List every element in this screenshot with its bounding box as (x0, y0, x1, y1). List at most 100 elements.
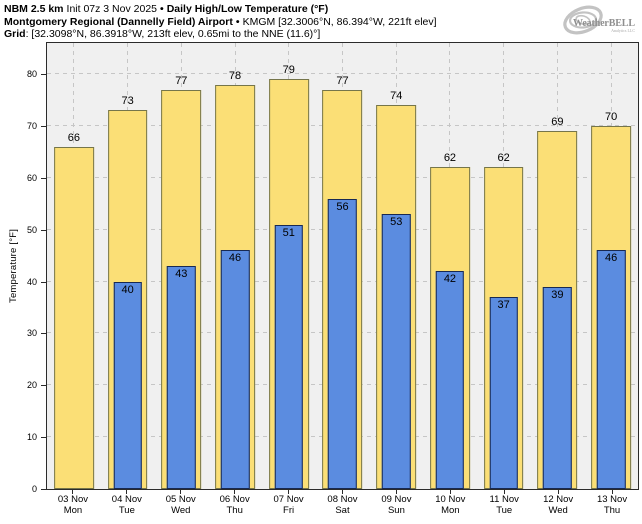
y-tick-mark (41, 125, 46, 127)
y-tick-mark (41, 437, 46, 439)
x-tick-date: 08 Nov (327, 494, 358, 505)
x-tick-mark (126, 490, 128, 494)
plot-area: 66 73 40 77 43 78 46 79 51 77 56 74 53 62 42 62 37 69 39 70… (46, 42, 639, 490)
high-value-label: 79 (282, 64, 295, 77)
weatherbell-logo: WeatherBELL Analytics LLC (563, 5, 635, 35)
y-tick-label: 0 (31, 484, 37, 494)
x-tick-label: 07 Nov Fri (262, 494, 316, 516)
y-tick-label: 20 (26, 380, 37, 391)
high-bar (53, 146, 94, 489)
day-cell: 62 42 (423, 43, 477, 489)
high-value-label: 62 (497, 152, 510, 165)
low-bar: 46 (596, 250, 626, 489)
low-value-label: 46 (605, 252, 618, 265)
high-value-label: 70 (605, 110, 618, 123)
low-bar: 51 (274, 224, 303, 489)
y-tick-label: 60 (26, 172, 37, 183)
grid-details: : [32.3098°N, 86.3918°W, 213ft elev, 0.6… (25, 28, 321, 40)
station-details: KMGM [32.3006°N, 86.394°W, 221ft elev] (242, 15, 437, 28)
low-value-label: 43 (175, 268, 188, 280)
x-tick-day: Thu (603, 505, 621, 516)
x-tick-day: Mon (63, 505, 83, 516)
x-tick-day: Fri (283, 505, 295, 516)
low-bar: 56 (328, 198, 357, 489)
x-tick-label: 10 Nov Mon (423, 494, 477, 516)
x-tick-mark (557, 490, 559, 494)
chart-header: NBM 2.5 km Init 07z 3 Nov 2025 • Daily High… (4, 3, 440, 41)
y-tick-mark (41, 489, 46, 490)
x-tick-label: 12 Nov Wed (531, 494, 585, 516)
high-value-label: 78 (228, 69, 242, 82)
x-tick-mark (234, 490, 236, 494)
x-tick-day: Thu (226, 505, 243, 516)
x-tick-date: 04 Nov (111, 494, 142, 505)
x-tick-label: 03 Nov Mon (46, 494, 100, 516)
x-axis: 03 Nov Mon 04 Nov Tue 05 Nov Wed 06 Nov Thu 07 N… (46, 490, 639, 522)
high-value-label: 73 (121, 95, 134, 108)
high-value-label: 66 (67, 131, 80, 144)
day-cell: 70 46 (584, 43, 638, 489)
y-axis: 0 10 20 30 40 50 60 70 80 (0, 42, 46, 494)
high-value-label: 77 (175, 74, 188, 87)
x-tick-label: 08 Nov Sat (316, 494, 370, 516)
x-tick-label: 05 Nov Wed (154, 494, 208, 516)
logo-sub-text: Analytics LLC (611, 28, 635, 33)
day-cell: 62 37 (477, 43, 531, 489)
y-tick-label: 30 (26, 328, 37, 339)
day-cell: 79 51 (262, 43, 316, 489)
day-cell: 73 40 (101, 43, 155, 489)
low-value-label: 56 (336, 200, 349, 213)
day-cell: 78 46 (208, 43, 262, 489)
init-time: Init 07z 3 Nov 2025 (66, 3, 158, 15)
low-bar: 42 (435, 271, 465, 489)
day-cell: 69 39 (531, 43, 585, 489)
x-tick-day: Tue (496, 505, 513, 516)
model-name: NBM 2.5 km (4, 3, 64, 15)
x-tick-day: Mon (441, 505, 460, 516)
high-value-label: 74 (390, 90, 403, 103)
low-bar: 40 (113, 281, 142, 489)
low-bar: 43 (167, 266, 196, 489)
station-name: Montgomery Regional (Dannelly Field) Air… (4, 15, 233, 28)
x-tick-date: 06 Nov (219, 494, 250, 505)
separator-dot: • (160, 3, 164, 15)
y-tick-mark (41, 177, 46, 179)
x-tick-day: Wed (548, 505, 568, 516)
x-tick-day: Sat (335, 505, 350, 516)
x-tick-date: 11 Nov (489, 494, 519, 505)
x-tick-mark (288, 490, 290, 494)
grid-label: Grid (4, 28, 26, 40)
x-tick-mark (449, 490, 451, 494)
high-value-label: 77 (336, 74, 349, 87)
x-tick-day: Wed (171, 505, 191, 516)
x-tick-date: 13 Nov (596, 494, 628, 505)
x-tick-label: 06 Nov Thu (208, 494, 262, 516)
x-tick-date: 07 Nov (273, 494, 304, 505)
y-tick-label: 10 (26, 432, 37, 443)
hurricane-swirl-icon (563, 5, 603, 35)
x-tick-date: 03 Nov (57, 494, 88, 505)
day-cell: 77 56 (316, 43, 370, 489)
low-value-label: 40 (121, 283, 134, 296)
low-value-label: 37 (497, 299, 510, 312)
header-line-3: Grid: [32.3098°N, 86.3918°W, 213ft elev,… (4, 28, 440, 41)
header-line-1: NBM 2.5 km Init 07z 3 Nov 2025 • Daily High… (4, 3, 440, 16)
y-tick-label: 40 (26, 276, 37, 287)
x-tick-day: Tue (118, 505, 135, 516)
x-tick-date: 09 Nov (381, 494, 412, 505)
high-value-label: 62 (443, 152, 457, 165)
product-title: Daily High/Low Temperature (°F) (166, 3, 329, 15)
y-tick-label: 50 (26, 224, 37, 235)
high-value-label: 69 (551, 116, 564, 129)
y-tick-label: 70 (26, 120, 37, 131)
x-tick-date: 05 Nov (165, 494, 196, 505)
y-tick-mark (41, 385, 46, 387)
low-bar: 37 (489, 297, 518, 489)
x-tick-mark (395, 490, 397, 494)
x-tick-day: Sun (387, 505, 405, 516)
y-tick-label: 80 (26, 69, 37, 80)
x-tick-label: 13 Nov Thu (585, 494, 639, 516)
x-tick-date: 12 Nov (543, 494, 574, 505)
x-tick-label: 04 Nov Tue (100, 494, 154, 516)
low-bar: 53 (381, 214, 411, 489)
